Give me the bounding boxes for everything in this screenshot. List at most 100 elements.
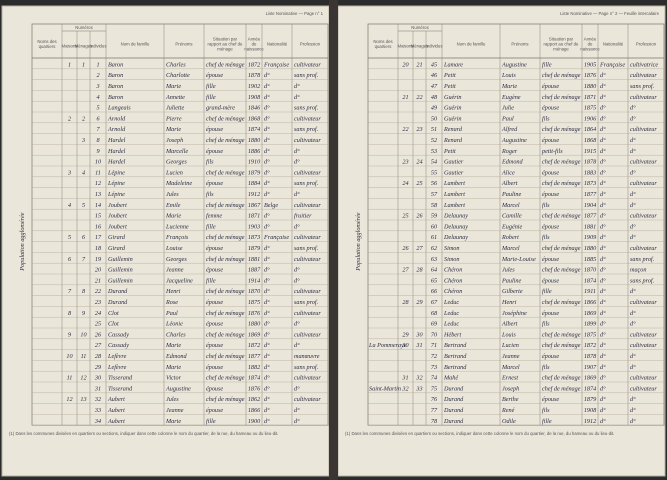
cell-text: d° [294, 159, 300, 166]
cell-text: 28 [402, 299, 409, 306]
cell-text: sans prof. [294, 299, 318, 306]
cell-text: 1912 [584, 418, 596, 425]
cell-text: Lambert [443, 180, 465, 187]
cell-text: d° [600, 245, 606, 252]
cell-text: 54 [431, 159, 437, 166]
cell-text: Chéron [444, 288, 462, 295]
cell-text: 29 [416, 299, 422, 306]
cell-text: Eugénie [501, 223, 523, 230]
cell-text: d° [630, 148, 636, 155]
cell-text: 6 [82, 234, 86, 241]
column-header: Nationalité [603, 42, 624, 47]
column-header: Ménages [411, 44, 429, 49]
cell-text: Simon [444, 245, 459, 252]
cell-text: Clot [108, 310, 119, 317]
cell-text: Madeleine [165, 180, 192, 187]
cell-text: Baron [108, 72, 123, 79]
cell-text: sans prof. [294, 72, 318, 79]
cell-text: cultivateur [630, 180, 657, 187]
cell-text: 1878 [584, 353, 597, 360]
cell-text: 48 [431, 94, 438, 101]
cell-text: Arnold [107, 126, 126, 133]
cell-text: chef de ménage [206, 375, 245, 382]
cell-text: 28 [95, 353, 102, 360]
cell-text: chef de ménage [542, 267, 581, 274]
cell-text: Bertrand [444, 353, 467, 360]
cell-text: Emile [165, 202, 181, 209]
cell-text: cultivateur [294, 202, 321, 209]
cell-text: 1886 [248, 148, 261, 155]
cell-text: Marie [165, 83, 181, 90]
cell-text: cultivateur [294, 137, 321, 144]
cell-text: fille [206, 277, 216, 284]
cell-text: d° [630, 353, 636, 360]
cell-text: d° [264, 331, 270, 338]
cell-text: Joseph [166, 137, 183, 144]
column-header: Nationalité [267, 42, 288, 47]
column-header: Nom de famille [457, 42, 486, 47]
cell-text: Augustine [501, 61, 527, 68]
cell-text: 2 [68, 115, 71, 122]
cell-text: 1877 [248, 353, 261, 360]
cell-text: fille [542, 288, 552, 295]
cell-text: 1906 [584, 115, 597, 122]
column-header: Profession [300, 42, 321, 47]
cell-text: 34 [94, 418, 101, 425]
cell-text: d° [264, 321, 270, 328]
cell-text: 9 [96, 148, 99, 155]
cell-text: manœuvre [294, 353, 320, 360]
cell-text: 1878 [248, 72, 261, 79]
cell-text: 7 [68, 288, 72, 295]
cell-text: Chéron [444, 277, 462, 284]
cell-text: d° [264, 353, 270, 360]
cell-text: 75 [431, 385, 437, 392]
cell-text: 11 [95, 169, 101, 176]
cell-text: 55 [431, 169, 437, 176]
cell-text: épouse [542, 396, 559, 403]
cell-text: Georges [166, 256, 187, 263]
cell-text: chef de ménage [542, 180, 581, 187]
cell-text: épouse [206, 180, 223, 187]
page: Liste Nominative — Page n° 1 Numéros Noms … [1, 5, 330, 477]
cell-text: Léonie [165, 321, 183, 328]
cell-text: Gautier [444, 169, 464, 176]
cell-text: Victor [166, 375, 182, 382]
cell-text: fils [542, 321, 550, 328]
cell-text: 12 [80, 375, 86, 382]
page-header: Liste Nominative — Page n° 2 — Feuille i… [560, 11, 660, 16]
cell-text: épouse [542, 191, 559, 198]
column-header: Maisons [397, 44, 413, 49]
cell-text: Marie [165, 364, 181, 371]
cell-text: Paul [165, 310, 178, 317]
cell-text: 22 [416, 94, 422, 101]
cell-text: 49 [431, 105, 437, 112]
column-header: Année de naissance [580, 37, 600, 52]
cell-text: Alice [501, 169, 515, 176]
cell-text: d° [294, 223, 300, 230]
cell-text: 8 [82, 288, 86, 295]
cell-text: 20 [402, 61, 409, 68]
cell-text: Marcel [501, 245, 520, 252]
cell-text: chef de ménage [542, 245, 581, 252]
cell-text: d° [600, 364, 606, 371]
cell-text: d° [600, 213, 606, 220]
cell-text: 1877 [584, 191, 597, 198]
cell-text: d° [600, 72, 606, 79]
cell-text: chef de ménage [542, 331, 581, 338]
cell-text: François [165, 234, 189, 241]
cell-text: Joséphine [502, 310, 527, 317]
cell-text: d° [600, 267, 606, 274]
cell-text: 1914 [248, 277, 260, 284]
cell-text: épouse [542, 83, 559, 90]
cell-text: 28 [416, 267, 423, 274]
cell-text: épouse [206, 299, 223, 306]
cell-text: 1882 [248, 364, 260, 371]
place-name: La Pommeraye [368, 342, 407, 349]
cell-text: fils [542, 202, 550, 209]
cell-text: 1915 [584, 148, 596, 155]
cell-text: Jeanne [502, 353, 520, 360]
cell-text: chef de ménage [206, 137, 245, 144]
cell-text: cultivateur [630, 331, 657, 338]
cell-text: d° [600, 159, 606, 166]
cell-text: 4 [68, 202, 71, 209]
